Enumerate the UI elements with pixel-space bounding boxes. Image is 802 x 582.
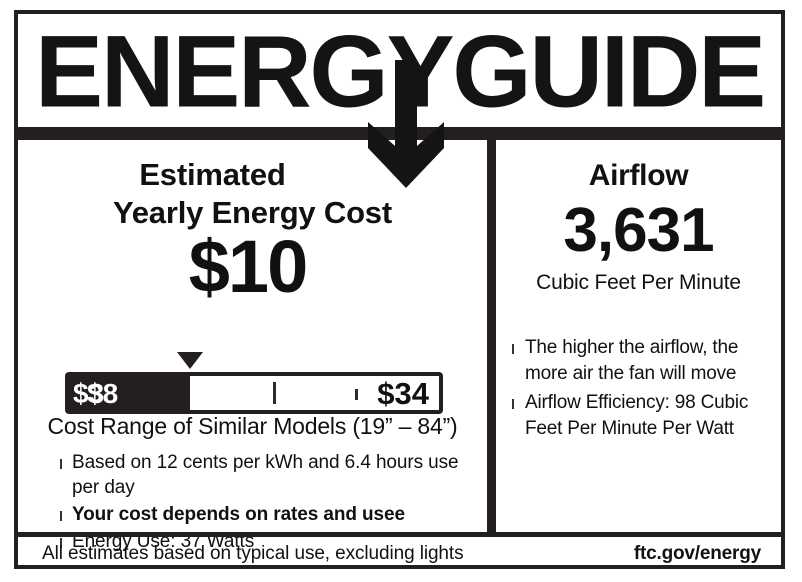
- right-bullet-1: The higher the airflow, the more air the…: [510, 335, 772, 387]
- footer-divider: [18, 532, 781, 537]
- estimated-label-line2: Yearly Energy Cost: [113, 195, 392, 230]
- right-bullet-2: Airflow Efficiency: 98 Cubic Feet Per Mi…: [510, 390, 772, 442]
- range-low-label: $3 $8: [73, 373, 183, 415]
- label-footer: All estimates based on typical use, excl…: [18, 537, 781, 569]
- left-bullet-1: Based on 12 cents per kWh and 6.4 hours …: [58, 450, 488, 500]
- airflow-unit: Cubic Feet Per Minute: [536, 271, 741, 294]
- range-high-label: $34: [377, 376, 429, 411]
- range-low-label-b: $8: [87, 378, 119, 409]
- estimated-yearly-cost-value: $10: [188, 225, 308, 308]
- right-bullet-list: The higher the airflow, the more air the…: [510, 335, 772, 445]
- airflow-value: 3,631: [563, 196, 714, 265]
- down-arrow-icon: [368, 60, 444, 188]
- range-tick-minor: [355, 389, 358, 400]
- range-low-label-a: $3: [73, 378, 105, 409]
- range-tick-major: [273, 382, 276, 404]
- range-marker-triangle: [177, 352, 203, 369]
- footer-note: All estimates based on typical use, excl…: [42, 543, 464, 564]
- cost-range-caption: Cost Range of Similar Models (19” – 84”): [47, 413, 458, 439]
- footer-url: ftc.gov/energy: [633, 543, 761, 564]
- estimated-label-line1: Estimated: [139, 157, 286, 192]
- panel-divider: [487, 140, 496, 532]
- airflow-title: Airflow: [588, 159, 689, 192]
- right-panel-airflow: Airflow 3,631 Cubic Feet Per Minute The …: [496, 140, 781, 532]
- left-bullet-2: Your cost depends on rates and usee: [58, 502, 488, 527]
- range-bar-track: [65, 372, 443, 414]
- cost-range-bar: $3 $8 $34: [65, 352, 443, 414]
- range-bar-fill-white: [190, 376, 439, 410]
- left-panel-energy-cost: Estimated Yearly Energy Cost $10 $3 $8 $…: [18, 140, 488, 552]
